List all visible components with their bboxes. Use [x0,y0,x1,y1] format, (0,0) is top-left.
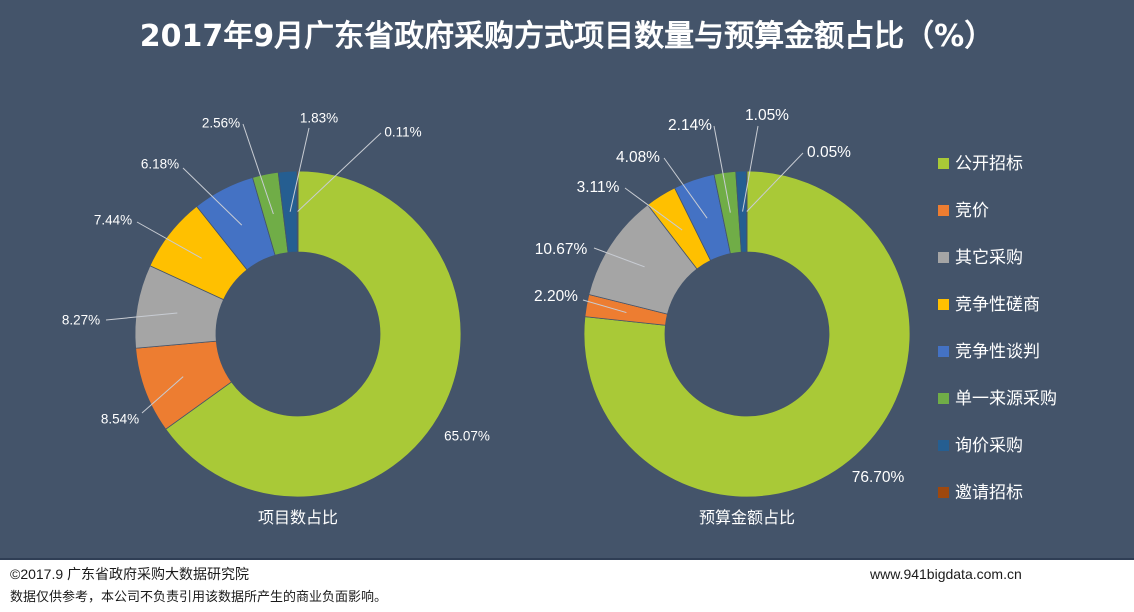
budget-amount-label-competitive-consultation: 3.11% [577,179,620,196]
project-count-label-single-source: 2.56% [202,116,240,131]
budget-amount-label-invited-tender: 0.05% [807,144,851,161]
footer-disclaimer: 数据仅供参考，本公司不负责引用该数据所产生的商业负面影响。 [10,589,388,604]
project-count-label-competitive-negotiation: 6.18% [141,157,179,172]
legend-label-invited-tender: 邀请招标 [955,482,1023,502]
legend-label-inquiry-procurement: 询价采购 [955,435,1023,455]
project-count-label-competitive-consultation: 7.44% [94,213,132,228]
legend-label-public-tender: 公开招标 [955,153,1023,173]
legend-item-public-tender: 公开招标 [938,140,1057,187]
legend-item-inquiry-procurement: 询价采购 [938,422,1057,469]
project-count-leader-competitive-consultation [136,221,202,259]
budget-amount-label-competitive-negotiation: 4.08% [616,149,660,166]
project-count-slice-public-tender [165,170,462,498]
legend-swatch-inquiry-procurement [938,440,949,451]
budget-amount-leader-competitive-negotiation [663,157,708,219]
project-count-leader-single-source [242,123,274,215]
legend-item-bidding: 竞价 [938,187,1057,234]
project-count-chart-title: 项目数占比 [257,510,338,527]
budget-amount-slice-public-tender [583,170,911,498]
legend-item-competitive-negotiation: 竞争性谈判 [938,328,1057,375]
project-count-slice-invited-tender [296,170,299,253]
budget-amount-leader-single-source [713,125,731,213]
legend-label-single-source: 单一来源采购 [955,388,1057,408]
legend-label-other-procurement: 其它采购 [955,247,1023,267]
legend-label-bidding: 竞价 [955,200,989,220]
project-count-leader-inquiry-procurement [289,127,310,212]
budget-amount-label-single-source: 2.14% [668,117,712,134]
budget-amount-leader-competitive-consultation [624,187,683,231]
legend-swatch-other-procurement [938,252,949,263]
legend-swatch-public-tender [938,158,949,169]
chart-title: 2017年9月广东省政府采购方式项目数量与预算金额占比（%） [139,19,995,54]
project-count-label-public-tender: 65.07% [444,429,490,444]
budget-amount-leader-inquiry-procurement [742,125,759,212]
project-count-leader-competitive-negotiation [182,167,243,226]
budget-amount-chart-title: 预算金额占比 [698,510,795,527]
legend-swatch-competitive-consultation [938,299,949,310]
budget-amount-label-inquiry-procurement: 1.05% [745,107,789,124]
legend-swatch-competitive-negotiation [938,346,949,357]
budget-amount-leader-invited-tender [746,152,804,212]
footer: ©2017.9 广东省政府采购大数据研究院 数据仅供参考，本公司不负责引用该数据… [0,558,1134,612]
project-count-leader-bidding [141,376,184,414]
budget-amount-leader-other-procurement [593,247,645,268]
budget-amount-label-other-procurement: 10.67% [535,241,588,258]
legend-label-competitive-consultation: 竞争性磋商 [955,294,1040,314]
legend-item-other-procurement: 其它采购 [938,234,1057,281]
project-count-leader-other-procurement [105,312,178,321]
footer-copyright: ©2017.9 广东省政府采购大数据研究院 [10,566,250,582]
legend: 公开招标 竞价 其它采购 竞争性磋商 竞争性谈判 单一来源采购 询价采购 邀请招… [938,140,1057,516]
budget-amount-label-public-tender: 76.70% [852,469,905,486]
footer-website: www.941bigdata.com.cn [870,566,1022,582]
budget-amount-label-bidding: 2.20% [534,288,578,305]
legend-swatch-invited-tender [938,487,949,498]
project-count-leader-invited-tender [297,132,382,212]
legend-label-competitive-negotiation: 竞争性谈判 [955,341,1040,361]
legend-swatch-single-source [938,393,949,404]
budget-amount-leader-bidding [582,299,627,314]
donut-charts: 65.07% 8.54% 8.27% 7.44% 6.18% 2.56% 1.83% 0.11… [62,107,911,498]
project-count-donut: 65.07% 8.54% 8.27% 7.44% 6.18% 2.56% 1.83% 0.11… [62,111,490,498]
project-count-label-inquiry-procurement: 1.83% [300,111,338,126]
legend-item-competitive-consultation: 竞争性磋商 [938,281,1057,328]
legend-item-invited-tender: 邀请招标 [938,469,1057,516]
legend-swatch-bidding [938,205,949,216]
project-count-label-invited-tender: 0.11% [384,125,421,140]
project-count-label-bidding: 8.54% [101,412,139,427]
legend-item-single-source: 单一来源采购 [938,375,1057,422]
budget-amount-donut: 76.70% 2.20% 10.67% 3.11% 4.08% 2.14% 1.05% 0.0… [534,107,911,498]
project-count-label-other-procurement: 8.27% [62,313,100,328]
